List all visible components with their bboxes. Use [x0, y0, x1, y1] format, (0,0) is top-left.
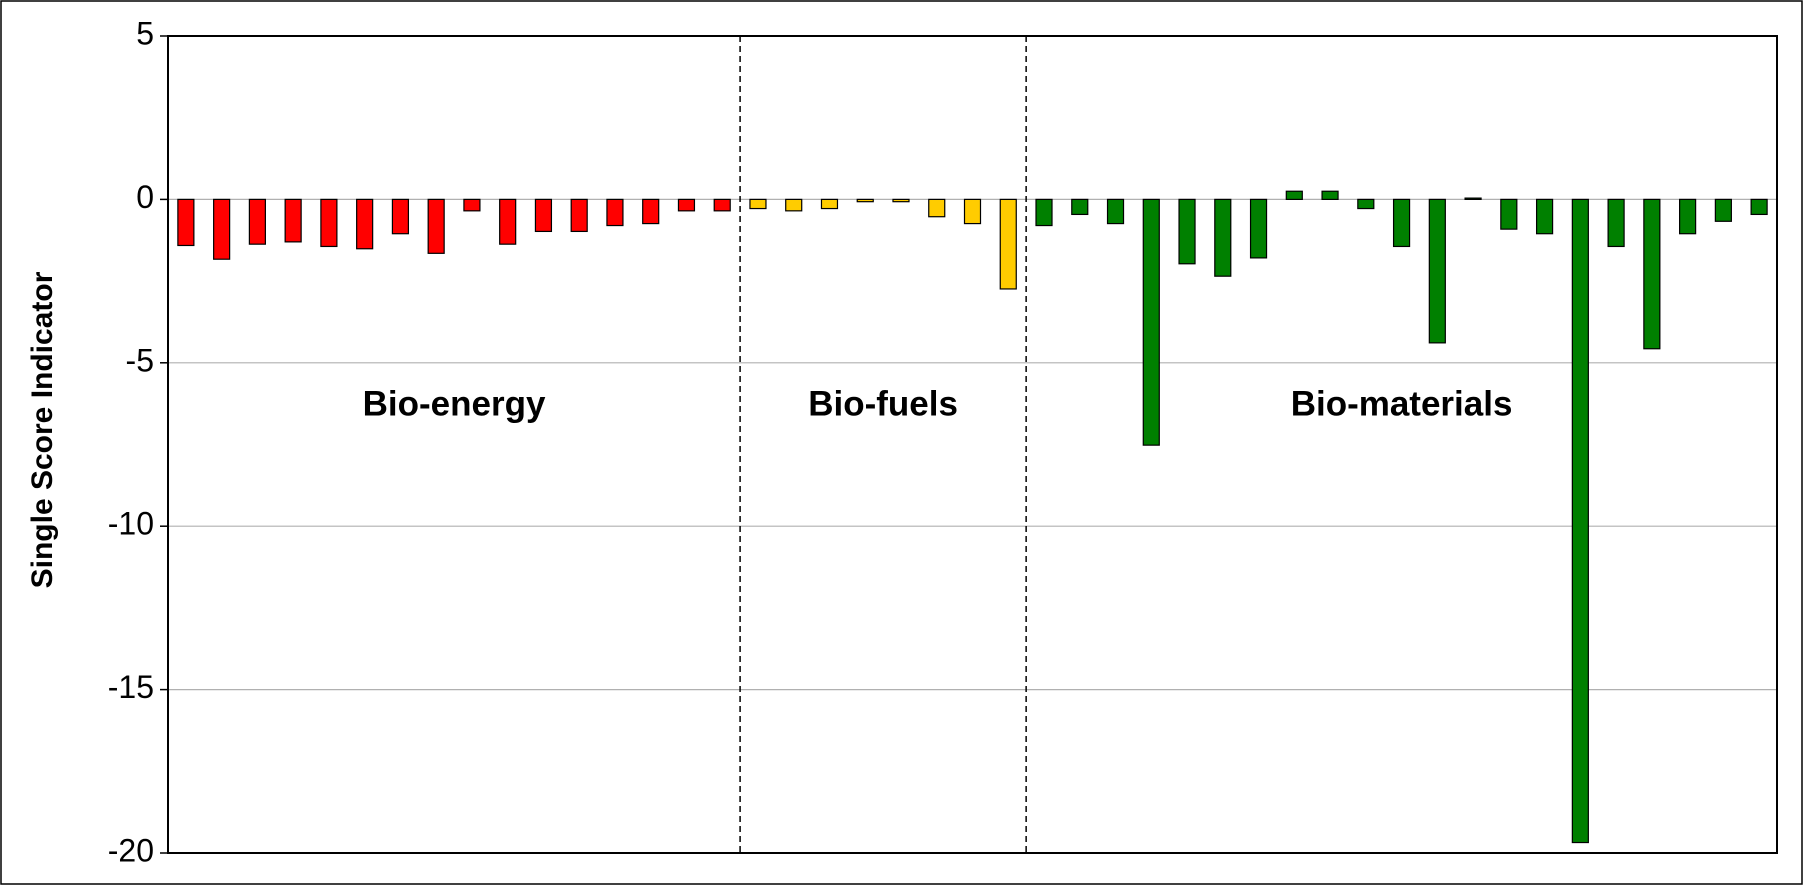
bar	[499, 198, 517, 245]
y-tick-label: 0	[136, 179, 154, 215]
bar	[1392, 198, 1411, 248]
bar	[1500, 198, 1518, 230]
bar	[248, 198, 266, 245]
bar	[963, 198, 982, 225]
y-tick-label: -20	[108, 832, 154, 868]
y-tick-label: 5	[136, 15, 154, 51]
bar	[1357, 198, 1375, 210]
bar	[1750, 198, 1768, 216]
bar	[463, 198, 481, 212]
bar	[427, 198, 445, 254]
bar	[713, 198, 731, 212]
bar	[213, 198, 231, 260]
bar	[749, 198, 767, 210]
group-label: Bio-materials	[1291, 384, 1513, 423]
bar	[642, 198, 660, 225]
bar	[1535, 198, 1554, 235]
bar	[177, 198, 195, 247]
bar	[320, 198, 338, 248]
bar	[570, 198, 588, 233]
bar	[1285, 190, 1303, 200]
bar	[785, 198, 803, 212]
bar	[1571, 198, 1589, 844]
bar	[356, 198, 374, 250]
bar	[677, 198, 696, 212]
bar	[1607, 198, 1625, 248]
group-label: Bio-energy	[363, 384, 546, 423]
bar	[1249, 198, 1268, 259]
y-tick-label: -5	[126, 342, 154, 378]
bar	[1106, 198, 1125, 225]
bar	[1178, 198, 1196, 265]
y-tick-label: -15	[108, 669, 154, 705]
y-tick-label: -10	[108, 506, 154, 542]
plot-frame	[167, 35, 1778, 854]
bar	[1464, 197, 1482, 201]
bar	[1071, 198, 1089, 216]
bar	[1142, 198, 1160, 446]
bar	[391, 198, 410, 235]
bar	[856, 198, 874, 203]
bar	[1428, 198, 1446, 344]
bar	[1321, 190, 1339, 200]
y-axis-title: Single Score Indicator	[26, 271, 59, 588]
bar	[820, 198, 839, 210]
bar	[1035, 198, 1053, 227]
bar	[1679, 198, 1697, 235]
bar	[1714, 198, 1732, 222]
group-label: Bio-fuels	[808, 384, 958, 423]
bar	[534, 198, 553, 233]
bar	[606, 198, 624, 227]
bar	[892, 198, 910, 203]
bar	[284, 198, 302, 243]
bar	[928, 198, 946, 218]
bar	[1214, 198, 1232, 277]
bar	[999, 198, 1017, 290]
bar	[1643, 198, 1661, 350]
